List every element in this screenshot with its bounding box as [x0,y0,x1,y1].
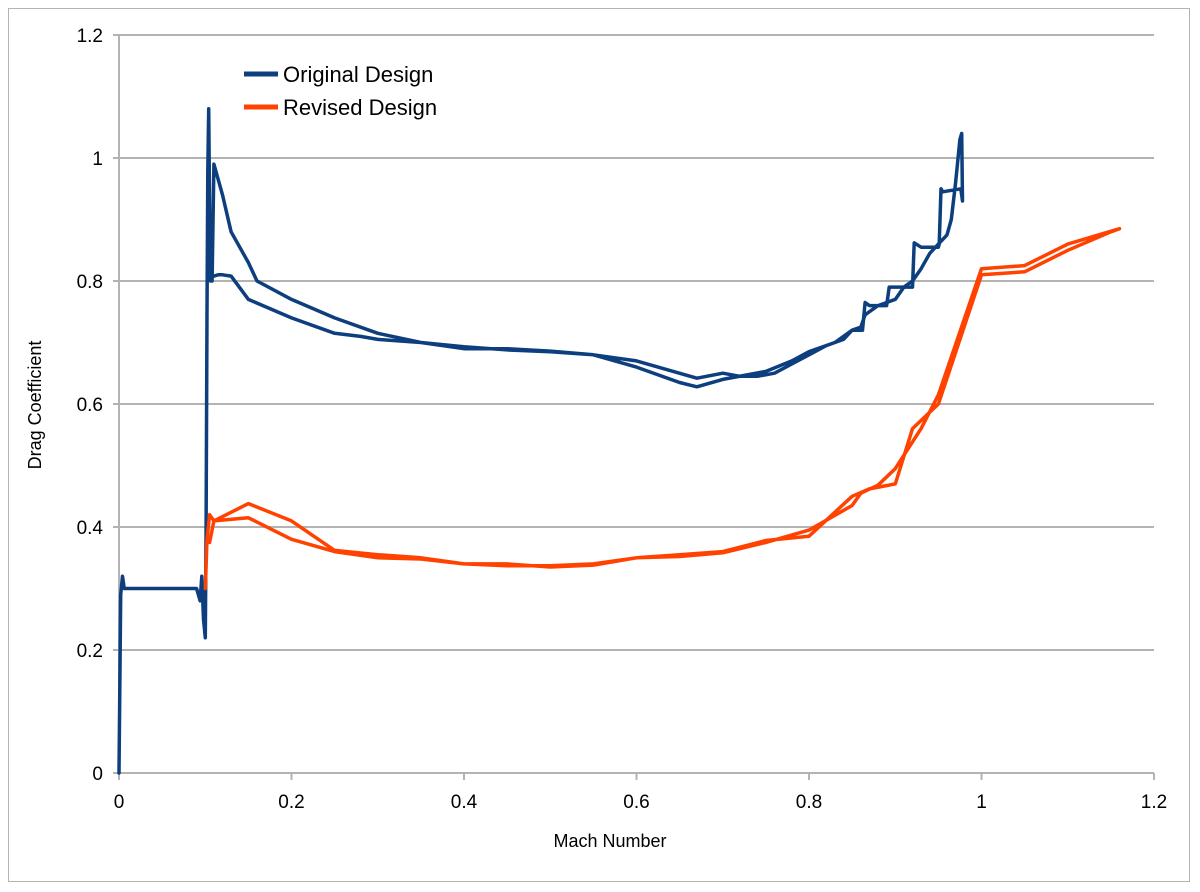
y-tick-label: 1.2 [77,26,103,47]
y-tick-label: 0.8 [77,272,103,293]
y-axis-label: Drag Coefficient [25,341,45,470]
x-tick-label: 0 [114,792,125,813]
x-tick-label: 0.2 [278,792,304,813]
legend-label-original-design: Original Design [283,62,433,87]
x-tick-label: 0.6 [623,792,649,813]
x-tick-label: 1 [976,792,987,813]
x-tick-label: 1.2 [1141,792,1167,813]
x-axis-label: Mach Number [553,831,666,851]
series-lines [117,107,1122,775]
legend-label-revised-design: Revised Design [283,95,437,120]
y-tick-label: 1 [92,149,103,170]
y-tick-label: 0.4 [77,518,104,539]
axes [113,34,1155,780]
y-tick-label: 0.2 [77,641,103,662]
chart-frame [8,8,1190,882]
grid-lines [119,34,1154,651]
series-line-original-design [117,107,965,775]
x-tick-labels: 0 0.2 0.4 0.6 0.8 1 1.2 [114,792,1168,813]
x-tick-label: 0.4 [451,792,478,813]
legend: Original Design Revised Design [244,62,437,120]
series-line-revised-design [203,226,1122,591]
y-tick-labels: 0 0.2 0.4 0.6 0.8 1 1.2 [77,26,104,785]
y-tick-label: 0.6 [77,395,103,416]
x-tick-label: 0.8 [796,792,822,813]
y-tick-label: 0 [92,764,103,785]
